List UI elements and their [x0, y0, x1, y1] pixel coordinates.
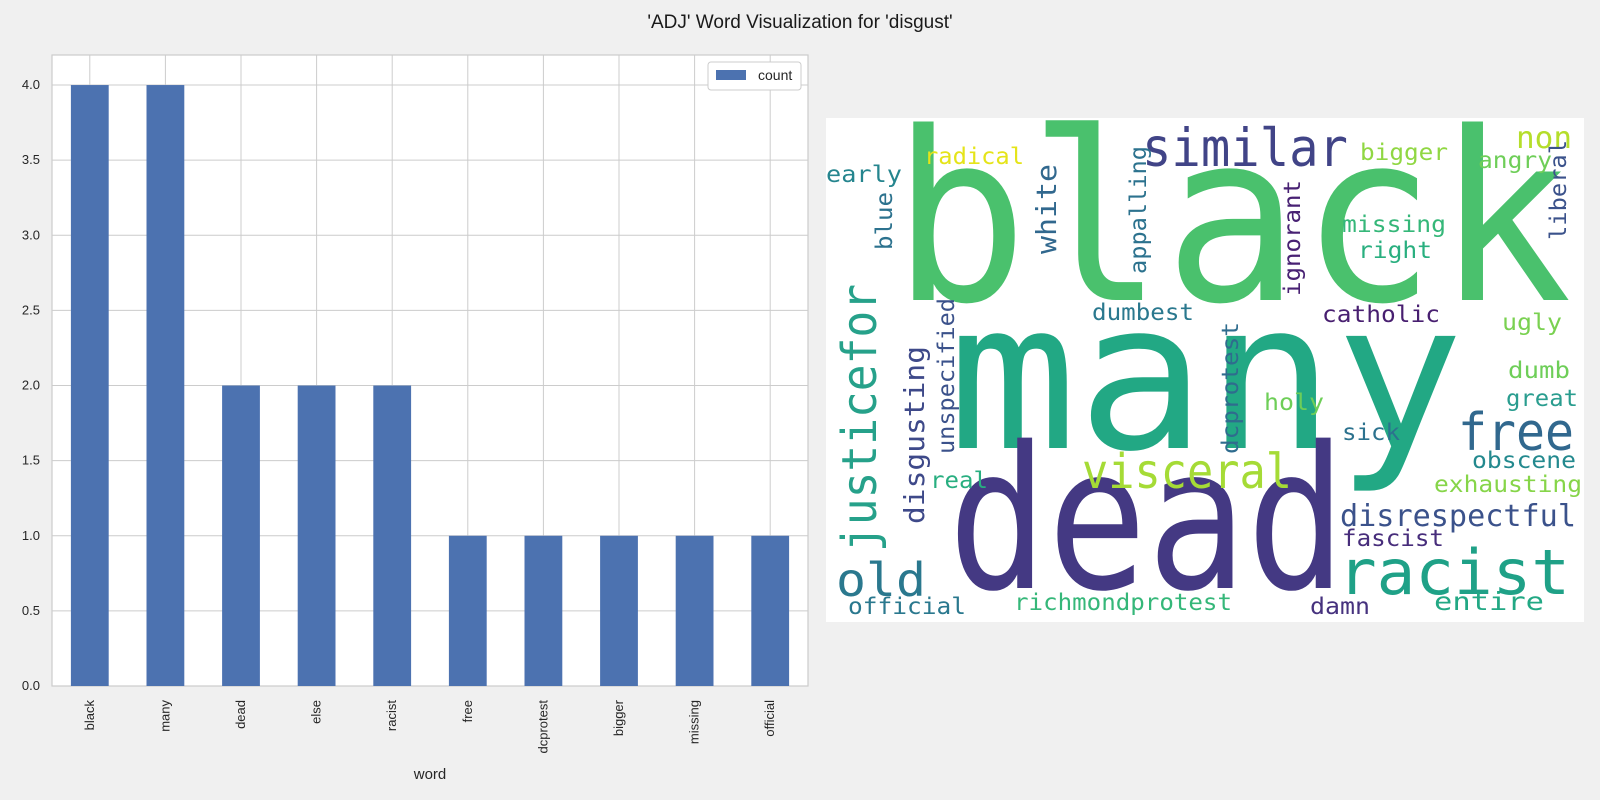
cloud-word: early	[826, 162, 902, 188]
cloud-word: racist	[1338, 536, 1570, 609]
x-tick-label: missing	[687, 700, 702, 744]
cloud-word: richmondprotest	[1014, 590, 1232, 616]
cloud-word: real	[930, 468, 988, 494]
cloud-word: sick	[1342, 420, 1400, 446]
bar-dead	[222, 385, 260, 686]
cloud-word: fascist	[1342, 526, 1444, 552]
bar-bigger	[600, 535, 638, 686]
bar-black	[70, 85, 109, 687]
cloud-word: disgusting	[898, 346, 931, 524]
cloud-word: white	[1030, 164, 1063, 254]
y-tick-label: 0.5	[22, 603, 40, 618]
x-axis-label: word	[413, 766, 447, 783]
cloud-word: official	[848, 594, 966, 620]
bar-many	[146, 85, 185, 687]
y-tick-label: 4.0	[22, 77, 40, 92]
y-tick-labels: 0.0 0.5 1.0 1.5 2.0 2.5 3.0 3.5 4.0	[22, 77, 40, 693]
cloud-word: unspecified	[934, 298, 960, 454]
cloud-word: catholic	[1322, 302, 1440, 328]
x-tick-label: else	[309, 700, 324, 724]
cloud-word: dead	[948, 404, 1346, 622]
cloud-word: disrespectful	[1340, 499, 1576, 534]
figure-title: 'ADJ' Word Visualization for 'disgust'	[647, 12, 953, 33]
word-cloud-background	[826, 118, 1584, 622]
cloud-word: angry	[1478, 148, 1552, 174]
cloud-word: exhausting	[1434, 472, 1582, 498]
cloud-word: dcprotest	[1218, 322, 1244, 454]
cloud-word: great	[1506, 386, 1578, 412]
y-tick-label: 1.5	[22, 453, 40, 468]
x-tick-label: official	[762, 700, 777, 737]
cloud-word: damn	[1310, 594, 1370, 620]
cloud-word: holy	[1264, 390, 1324, 416]
cloud-word: radical	[924, 144, 1024, 170]
cloud-word: right	[1358, 238, 1432, 264]
x-tick-label: bigger	[611, 699, 626, 736]
legend-label: count	[758, 67, 792, 83]
cloud-word: non	[1516, 121, 1572, 156]
cloud-word: ignorant	[1280, 180, 1306, 296]
bar-chart: 0.0 0.5 1.0 1.5 2.0 2.5 3.0 3.5 4.0 black many dea…	[22, 54, 809, 783]
y-tick-label: 3.0	[22, 227, 40, 242]
cloud-word: ugly	[1502, 310, 1562, 336]
bar-else	[297, 385, 336, 686]
cloud-word: black	[892, 118, 1572, 356]
cloud-word: justicefor	[832, 284, 888, 552]
x-tick-label: free	[460, 700, 475, 722]
cloud-word: free	[1458, 403, 1574, 463]
cloud-word: appalling	[1126, 146, 1152, 274]
y-tick-label: 2.0	[22, 378, 40, 393]
x-tick-label: dcprotest	[535, 700, 550, 754]
bar-free	[448, 535, 487, 686]
bar-dcprotest	[524, 535, 563, 686]
cloud-word: missing	[1342, 212, 1446, 238]
cloud-word: entire	[1434, 587, 1544, 616]
legend-box	[707, 61, 802, 91]
cloud-word: bigger	[1360, 140, 1448, 166]
y-tick-label: 3.5	[22, 152, 40, 167]
x-tick-label: many	[157, 700, 172, 732]
y-tick-label: 1.0	[22, 528, 40, 543]
cloud-word: liberal	[1546, 140, 1572, 240]
x-tick-label: dead	[233, 700, 248, 729]
y-tick-label: 2.5	[22, 302, 40, 317]
bar-racist	[373, 385, 412, 686]
x-tick-label: racist	[384, 700, 399, 731]
x-tick-label: black	[82, 700, 97, 731]
cloud-word: similar	[1142, 118, 1348, 179]
bar-official	[751, 535, 790, 686]
cloud-word: blue	[872, 192, 898, 250]
cloud-word: many	[948, 259, 1464, 497]
legend: count	[707, 61, 802, 91]
cloud-word: visceral	[1082, 444, 1292, 500]
cloud-word: old	[836, 553, 926, 607]
bar-missing	[675, 535, 714, 686]
bars	[70, 85, 790, 687]
cloud-word: obscene	[1472, 448, 1576, 474]
legend-swatch	[716, 70, 746, 80]
cloud-word: dumbest	[1092, 300, 1194, 326]
y-tick-label: 0.0	[22, 678, 40, 693]
cloud-word: dumb	[1508, 358, 1570, 384]
x-tick-labels: black many dead else racist free dcprotest bigg…	[82, 699, 777, 753]
